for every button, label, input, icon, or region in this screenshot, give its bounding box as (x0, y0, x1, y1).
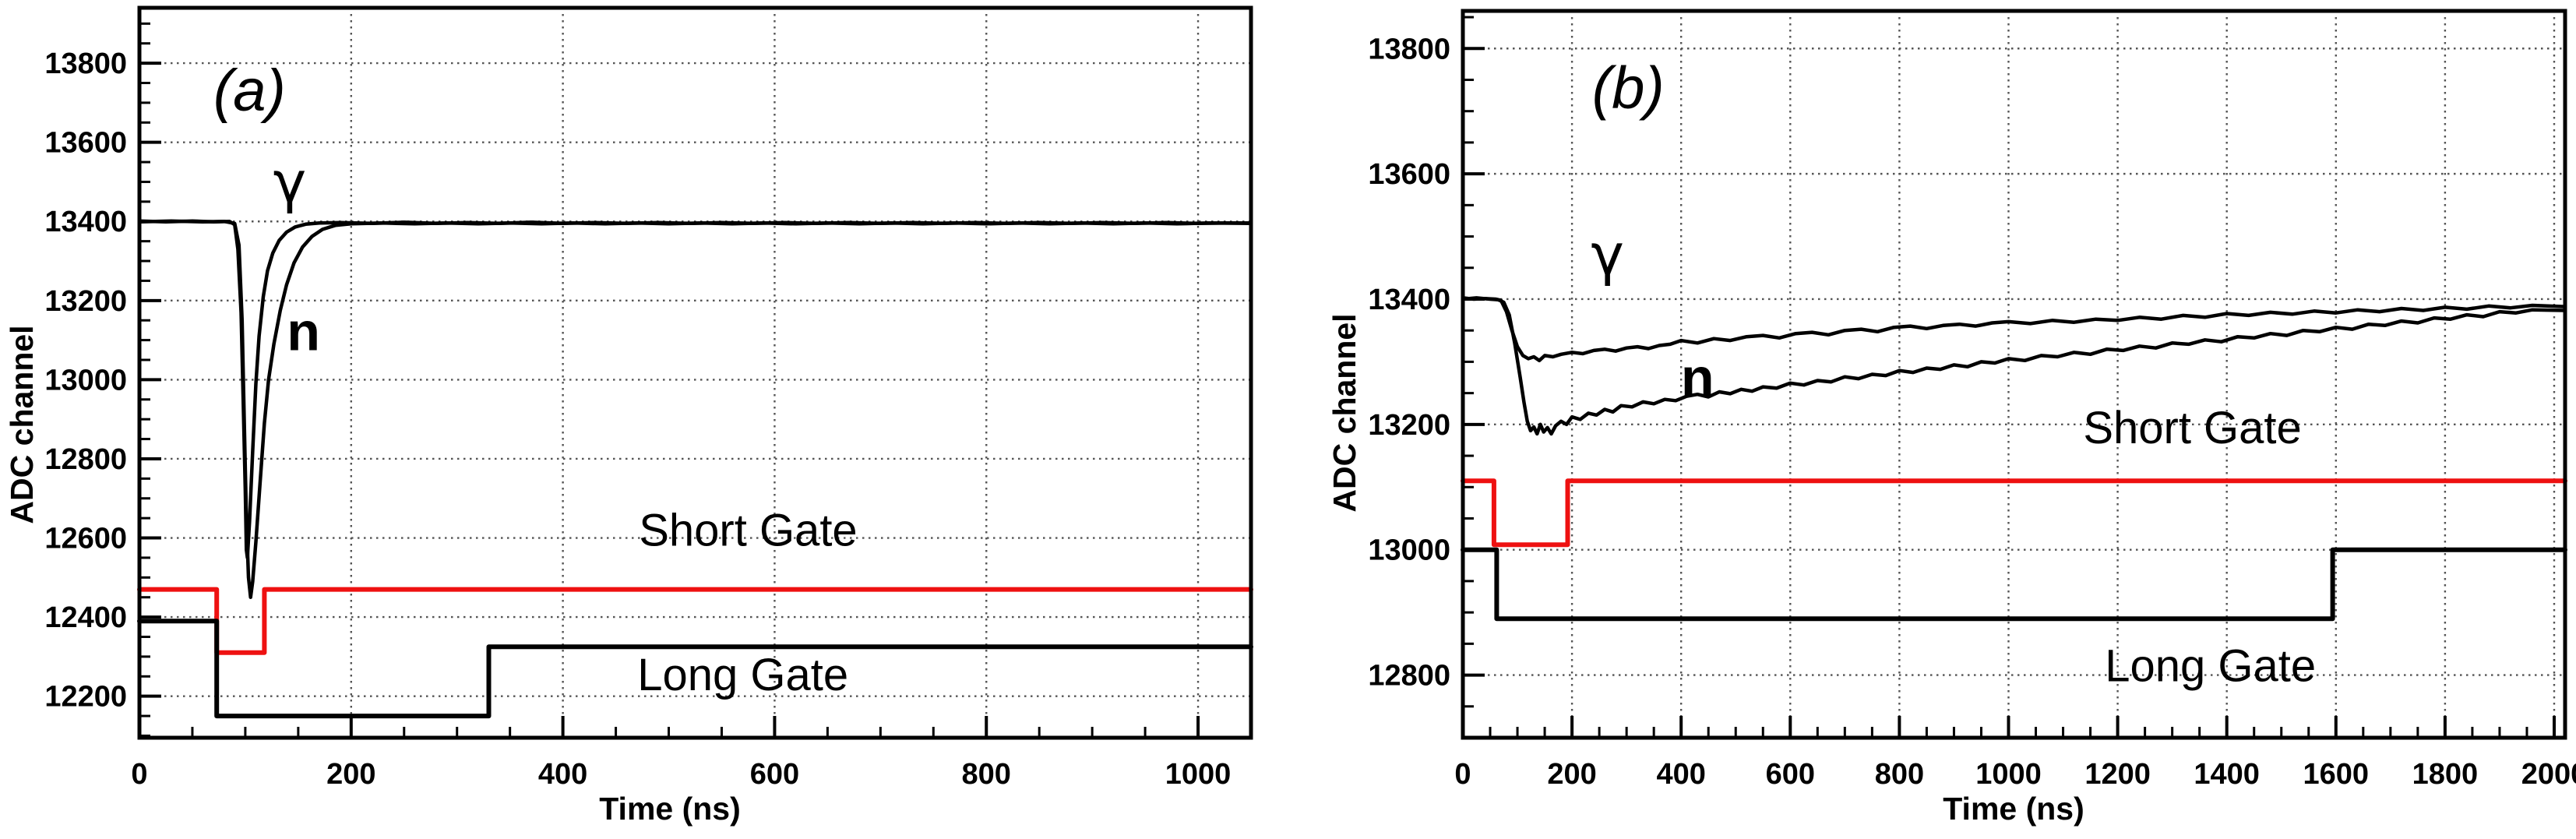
gate-label: Short Gate (639, 506, 857, 556)
x-tick-label: 0 (1454, 758, 1471, 791)
panel-label: (a) (213, 58, 286, 124)
gamma-pulse-curve (1461, 296, 2567, 363)
gamma-label: γ (273, 150, 307, 215)
x-tick-label: 400 (538, 758, 587, 791)
x-axis-title: Time (ns) (599, 791, 741, 827)
x-tick-label: 800 (962, 758, 1011, 791)
long-gate-curve (1461, 547, 2567, 622)
y-tick-label: 13000 (1368, 534, 1450, 567)
neutron-label: n (1681, 347, 1714, 408)
neutron-pulse-curve (1461, 296, 2567, 436)
y-tick-label: 13600 (1368, 158, 1450, 191)
gate-label: Long Gate (2105, 641, 2316, 692)
y-tick-label: 12400 (44, 601, 127, 634)
y-tick-label: 13800 (44, 48, 127, 80)
y-tick-label: 13400 (44, 206, 127, 238)
x-tick-label: 600 (750, 758, 799, 791)
gate-label: Long Gate (637, 650, 848, 700)
x-tick-label: 1000 (1165, 758, 1232, 791)
y-tick-label: 12600 (44, 523, 127, 555)
x-tick-label: 600 (1766, 758, 1815, 791)
x-tick-label: 200 (326, 758, 375, 791)
x-tick-label: 2000 (2521, 758, 2576, 791)
plot-panel-a: 0 200 400 600 800 1000 12200 12400 12600 12800 130… (4, 5, 1253, 827)
gamma-label: γ (1591, 222, 1624, 287)
x-tick-label: 0 (131, 758, 147, 791)
x-tick-label: 1000 (1975, 758, 2042, 791)
x-tick-label: 200 (1547, 758, 1596, 791)
panel-label: (b) (1592, 55, 1665, 122)
neutron-label: n (287, 301, 320, 361)
plot-panel-b: 0 200 400 600 800 1000 1200 1400 1600 1800 2000 128… (1327, 9, 2576, 827)
y-tick-label: 13200 (44, 285, 127, 318)
y-axis-title: ADC channel (4, 325, 40, 523)
gate-label: Short Gate (2083, 403, 2301, 453)
y-tick-label: 12800 (44, 443, 127, 476)
x-axis-title: Time (ns) (1943, 791, 2084, 827)
plot-frame (1461, 9, 2567, 740)
plot-frame (137, 5, 1253, 740)
short-gate-curve (137, 587, 1253, 655)
y-axis-title: ADC channel (1327, 313, 1362, 512)
x-tick-label: 800 (1875, 758, 1924, 791)
neutron-pulse-curve (137, 219, 1253, 599)
y-tick-label: 13600 (44, 127, 127, 160)
y-tick-label: 13200 (1368, 409, 1450, 442)
y-tick-label: 13000 (44, 364, 127, 397)
short-gate-curve (1461, 478, 2567, 548)
y-tick-label: 12800 (1368, 660, 1450, 693)
y-tick-label: 13800 (1368, 33, 1450, 65)
x-tick-label: 400 (1656, 758, 1705, 791)
y-tick-label: 12200 (44, 681, 127, 714)
x-tick-label: 1800 (2412, 758, 2479, 791)
x-tick-label: 1600 (2303, 758, 2370, 791)
y-tick-label: 13400 (1368, 284, 1450, 316)
x-tick-label: 1200 (2084, 758, 2151, 791)
x-tick-label: 1400 (2194, 758, 2260, 791)
long-gate-curve (137, 619, 1253, 719)
